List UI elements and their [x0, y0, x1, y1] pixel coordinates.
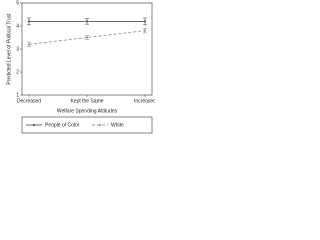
- x-tick-label: Decreased: [17, 98, 41, 104]
- y-tick-label: 1: [16, 92, 19, 98]
- y-tick-label: 4: [16, 23, 19, 29]
- y-tick-label: 5: [16, 0, 19, 6]
- point: [27, 20, 31, 23]
- legend-box: [21, 116, 153, 134]
- x-tick-label: Kept the Same: [70, 98, 103, 104]
- legend-marker: [98, 123, 102, 127]
- series-line: [28, 30, 146, 45]
- x-axis-title: Welfare Spending Attitudes: [57, 108, 118, 114]
- legend-marker: [32, 123, 36, 127]
- plot-frame: [21, 2, 153, 96]
- y-axis-title: Predicted Level of Political Trust: [6, 13, 12, 85]
- point: [85, 20, 89, 23]
- legend-label: People of Color: [45, 122, 80, 128]
- chart: Welfare Spending Attitudes Predicted Lev…: [6, 0, 155, 134]
- point: [143, 20, 147, 23]
- point: [27, 43, 31, 46]
- point: [143, 29, 147, 32]
- legend-label: White: [111, 122, 124, 128]
- y-tick-label: 3: [16, 46, 19, 52]
- point: [85, 36, 89, 39]
- x-tick-label: Increased: [134, 98, 155, 104]
- y-tick-label: 2: [16, 69, 19, 75]
